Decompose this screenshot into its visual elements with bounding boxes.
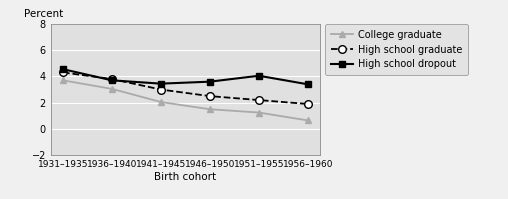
High school dropout [305,83,311,86]
College graduate [60,79,66,82]
High school dropout [109,79,115,82]
High school dropout [256,75,262,77]
Legend: College graduate, High school graduate, High school dropout: College graduate, High school graduate, … [326,24,468,75]
High school dropout [207,80,213,83]
College graduate [305,119,311,122]
High school graduate [158,88,164,91]
College graduate [158,101,164,103]
High school graduate [207,95,213,97]
High school graduate [60,71,66,74]
X-axis label: Birth cohort: Birth cohort [154,172,216,182]
High school graduate [256,99,262,101]
High school dropout [60,68,66,70]
High school graduate [109,78,115,80]
Line: High school dropout: High school dropout [60,66,311,87]
Line: High school graduate: High school graduate [59,69,311,108]
College graduate [256,111,262,114]
Text: Percent: Percent [24,9,63,19]
College graduate [109,88,115,90]
High school dropout [158,82,164,85]
College graduate [207,108,213,110]
High school graduate [305,103,311,105]
Line: College graduate: College graduate [60,77,311,124]
